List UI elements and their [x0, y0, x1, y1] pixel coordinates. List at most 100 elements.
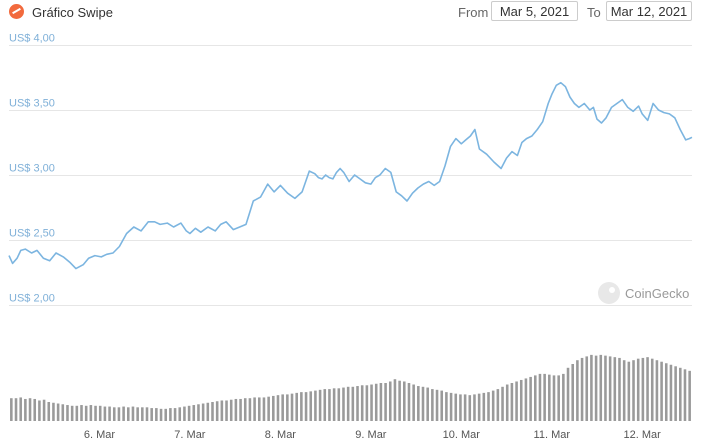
volume-bar [300, 392, 303, 421]
volume-bar [594, 355, 598, 421]
volume-bar [178, 407, 182, 421]
volume-bar [674, 366, 677, 421]
volume-bar [112, 407, 116, 421]
volume-bar [257, 397, 261, 421]
volume-bars [10, 354, 691, 421]
to-label: To [587, 5, 601, 20]
from-label: From [458, 5, 489, 20]
volume-bar [688, 370, 691, 421]
volume-bar [61, 404, 65, 421]
coingecko-eye-icon [609, 287, 615, 293]
volume-bar [440, 390, 444, 421]
y-tick-label: US$ 2,50 [9, 228, 55, 240]
volume-bar [473, 394, 476, 421]
volume-bar [66, 405, 69, 421]
volume-bar [318, 389, 322, 421]
volume-bar [431, 389, 434, 421]
volume-bar [370, 384, 373, 421]
volume-bar [346, 386, 350, 421]
volume-bar [52, 402, 55, 421]
volume-bar [627, 361, 631, 421]
x-tick-label: 8. Mar [265, 429, 297, 441]
x-tick-label: 10. Mar [443, 429, 481, 441]
volume-bar [557, 375, 560, 421]
volume-bar [491, 390, 495, 421]
x-tick-label: 9. Mar [355, 429, 387, 441]
x-tick-label: 11. Mar [534, 429, 571, 441]
volume-bar [14, 398, 18, 421]
volume-bar [281, 394, 284, 421]
volume-bar [42, 399, 46, 421]
volume-bar [159, 408, 163, 421]
volume-bar [435, 389, 439, 421]
volume-bar [590, 354, 593, 421]
volume-bar [604, 355, 607, 421]
volume-bar [360, 385, 364, 421]
volume-bar [122, 406, 125, 421]
volume-bar [351, 386, 355, 421]
volume-bar [613, 357, 617, 421]
volume-bar [580, 357, 584, 421]
volume-bar [529, 376, 532, 421]
y-axis-labels: US$ 2,00 US$ 2,50 US$ 3,00 US$ 3,50 US$ 4,00 [9, 33, 55, 305]
volume-bar [211, 402, 214, 421]
volume-bar [454, 393, 458, 421]
volume-bar [173, 408, 177, 421]
x-tick-label: 7. Mar [174, 429, 206, 441]
volume-bar [19, 397, 22, 421]
chart-title: Gráfico Swipe [32, 5, 113, 20]
volume-bar [622, 360, 626, 421]
volume-bar [426, 387, 429, 421]
volume-bar [548, 374, 551, 421]
volume-bar [487, 392, 490, 421]
volume-bar [421, 386, 425, 421]
volume-bar [84, 405, 88, 421]
volume-bar [379, 383, 383, 421]
volume-bar [664, 363, 668, 421]
volume-bar [393, 379, 397, 421]
volume-bar [187, 405, 191, 421]
volume-bar [136, 407, 139, 421]
volume-bar [552, 375, 556, 421]
swipe-logo-icon [9, 4, 24, 19]
volume-bar [192, 405, 196, 421]
y-tick-label: US$ 3,00 [9, 163, 55, 175]
volume-bar [155, 408, 158, 421]
watermark-text: CoinGecko [625, 286, 689, 301]
volume-bar [585, 356, 589, 421]
volume-bar [515, 381, 518, 421]
volume-bar [505, 384, 509, 421]
volume-bar [477, 393, 481, 421]
volume-bar [267, 396, 270, 421]
volume-bar [608, 356, 612, 421]
volume-bar [496, 389, 500, 421]
volume-bar [571, 364, 574, 421]
volume-bar [412, 384, 415, 421]
volume-bar [519, 379, 523, 421]
volume-bar [290, 393, 294, 421]
volume-bar [80, 405, 83, 421]
volume-bar [38, 400, 41, 421]
x-tick-label: 6. Mar [84, 429, 116, 441]
y-tick-label: US$ 2,00 [9, 293, 55, 305]
from-date-input[interactable]: Mar 5, 2021 [491, 1, 578, 21]
volume-bar [403, 381, 406, 421]
to-date-input[interactable]: Mar 12, 2021 [606, 1, 692, 21]
volume-bar [131, 406, 135, 421]
volume-bar [262, 397, 266, 421]
volume-bar [286, 394, 289, 421]
volume-bar [417, 386, 420, 421]
volume-bar [24, 398, 27, 421]
volume-bar [384, 383, 387, 421]
volume-bar [10, 398, 13, 421]
volume-bar [272, 395, 275, 421]
volume-bar [482, 392, 486, 421]
chart-header: Gráfico Swipe From Mar 5, 2021 To Mar 12… [0, 0, 713, 26]
volume-bar [337, 388, 341, 421]
price-line-group [8, 81, 693, 270]
volume-bar [524, 378, 528, 421]
volume-bar [576, 360, 579, 421]
y-tick-label: US$ 4,00 [9, 33, 55, 45]
volume-bar [56, 403, 60, 421]
